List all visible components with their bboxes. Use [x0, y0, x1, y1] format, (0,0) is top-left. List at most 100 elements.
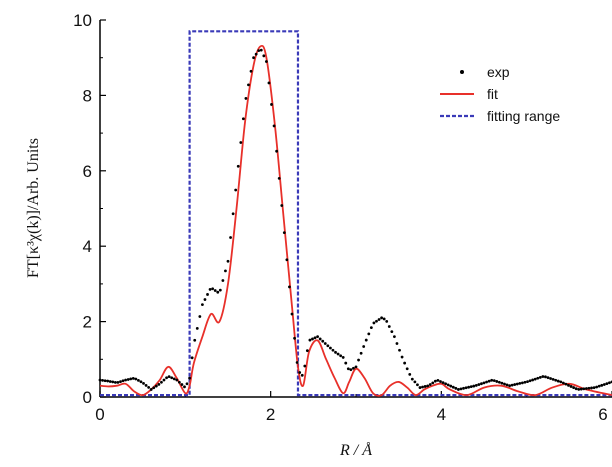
- x-tick-label: 4: [437, 405, 446, 424]
- exp-point: [600, 383, 604, 387]
- exp-point: [285, 258, 289, 262]
- exp-point: [265, 60, 268, 63]
- exp-point: [564, 382, 568, 386]
- exp-point: [295, 361, 299, 364]
- exp-point: [474, 384, 478, 387]
- exp-point: [521, 381, 524, 385]
- exp-point: [170, 376, 174, 380]
- ticks: 0 2 4 6 0 2 4 6 8 10: [73, 11, 612, 424]
- exp-point: [106, 379, 110, 383]
- exp-point: [500, 381, 504, 385]
- exp-point: [497, 380, 501, 384]
- exp-point: [505, 383, 509, 387]
- x-tick-label: 0: [95, 405, 104, 424]
- exp-point: [119, 380, 122, 384]
- exp-point: [349, 368, 353, 372]
- exp-point: [185, 382, 189, 386]
- exp-point: [477, 383, 481, 386]
- exp-point: [300, 373, 304, 377]
- exp-point: [377, 318, 381, 321]
- exp-point: [201, 303, 204, 307]
- exp-point: [518, 382, 522, 385]
- exp-point: [236, 164, 240, 168]
- exp-point: [533, 377, 537, 381]
- exp-point: [400, 355, 404, 359]
- y-tick-label: 8: [83, 86, 92, 105]
- exp-point: [198, 315, 202, 318]
- exp-point: [459, 387, 463, 391]
- exp-point: [595, 385, 599, 389]
- exp-point: [569, 385, 573, 388]
- exp-point: [513, 383, 517, 386]
- y-tick-label: 10: [73, 11, 92, 30]
- exp-point: [239, 141, 243, 144]
- series-layer: [98, 30, 612, 397]
- exp-point: [326, 344, 330, 348]
- exp-point: [152, 386, 156, 390]
- y-axis-label: FT[κ³χ(k)]/Arb. Units: [25, 138, 42, 278]
- exp-point: [423, 385, 427, 388]
- exp-point: [382, 317, 386, 321]
- exp-point: [298, 371, 302, 374]
- exp-point: [257, 49, 261, 53]
- exp-point: [149, 388, 153, 391]
- exp-point: [277, 176, 281, 180]
- exp-point: [364, 338, 368, 342]
- exp-point: [270, 103, 273, 106]
- exp-point: [410, 377, 414, 381]
- exp-point: [280, 204, 284, 207]
- exp-point: [308, 338, 312, 342]
- exp-point: [157, 382, 161, 386]
- exp-point: [216, 290, 220, 294]
- exp-point: [444, 382, 447, 386]
- series-fit: [99, 44, 612, 397]
- exp-point: [275, 149, 279, 153]
- exp-point: [144, 383, 148, 387]
- exp-point: [154, 384, 158, 388]
- exp-point: [431, 381, 435, 385]
- exp-point: [554, 378, 558, 382]
- exp-point: [357, 358, 360, 362]
- exp-point: [98, 378, 102, 382]
- exp-point: [172, 377, 176, 381]
- exp-point: [413, 380, 417, 384]
- exp-point: [418, 386, 422, 389]
- exp-point: [116, 381, 120, 384]
- exp-point: [254, 52, 258, 56]
- exp-point: [482, 381, 486, 385]
- exp-point: [395, 342, 399, 345]
- exp-point: [587, 386, 591, 390]
- exp-point: [590, 386, 593, 390]
- exp-point: [492, 379, 496, 383]
- exp-point: [551, 377, 555, 381]
- exp-point: [282, 231, 286, 235]
- exp-point: [390, 330, 394, 333]
- exp-point: [441, 381, 445, 385]
- exp-point: [480, 382, 483, 386]
- exp-point: [336, 352, 340, 356]
- exp-point: [193, 338, 197, 342]
- exp-point: [439, 380, 442, 383]
- exp-point: [436, 379, 440, 382]
- exp-point: [372, 321, 376, 325]
- exp-point: [561, 381, 565, 385]
- exp-point: [408, 372, 412, 376]
- exp-point: [160, 380, 163, 384]
- exp-point: [472, 384, 476, 388]
- exp-point: [224, 269, 227, 273]
- legend-label-exp: exp: [487, 64, 510, 80]
- exp-point: [234, 188, 238, 192]
- exp-point: [244, 97, 248, 100]
- exp-point: [321, 339, 325, 343]
- exp-point: [180, 383, 184, 386]
- exp-point: [490, 378, 494, 382]
- exp-point: [131, 376, 135, 380]
- exp-point: [290, 312, 294, 316]
- exp-point: [175, 378, 179, 382]
- x-tick-label: 2: [266, 405, 275, 424]
- exp-point: [303, 364, 307, 368]
- exp-point: [124, 378, 127, 382]
- exp-point: [206, 293, 209, 296]
- exp-point: [597, 384, 601, 388]
